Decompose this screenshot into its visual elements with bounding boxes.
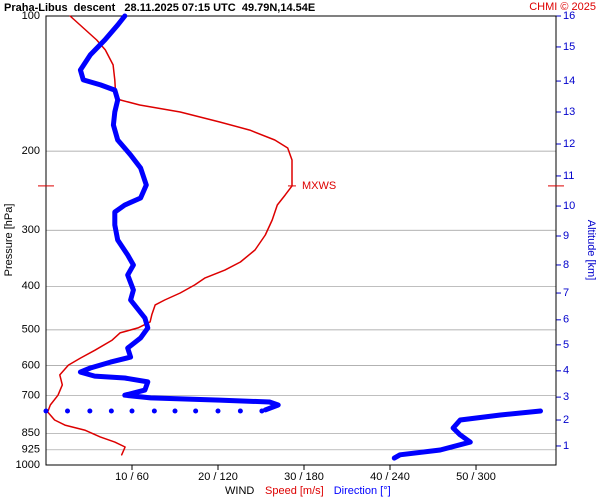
level-dot (259, 408, 265, 414)
y2-tick-label: 14 (563, 75, 575, 87)
y2-tick-label: 9 (563, 230, 569, 242)
series-line (46, 15, 293, 456)
x-axis-label: WIND (225, 485, 254, 497)
y-tick-label: 500 (22, 324, 40, 336)
level-dot (108, 408, 114, 414)
y-tick-label: 925 (22, 444, 40, 456)
chart-title: Praha-Libus descent 28.11.2025 07:15 UTC… (4, 2, 315, 14)
y2-tick-label: 13 (563, 106, 575, 118)
level-dot (215, 408, 221, 414)
y-tick-label: 100 (22, 10, 40, 22)
y-tick-label: 850 (22, 427, 40, 439)
y2-tick-label: 5 (563, 339, 569, 351)
legend-entry: Speed [m/s] (265, 485, 324, 497)
series-line (77, 13, 543, 461)
y2-tick-label: 2 (563, 414, 569, 426)
y-tick-label: 200 (22, 145, 40, 157)
max-wind-label: MXWS (302, 180, 336, 192)
credit: CHMI © 2025 (529, 1, 596, 13)
level-dot (237, 408, 243, 414)
y2-tick-label: 4 (563, 365, 569, 377)
level-dot (43, 408, 49, 414)
x-tick-label: 40 / 240 (370, 471, 410, 483)
plot-frame (45, 15, 557, 466)
y-tick-label: 1000 (16, 459, 40, 471)
y-tick-label: 700 (22, 389, 40, 401)
level-dot (65, 408, 71, 414)
y2-tick-label: 3 (563, 391, 569, 403)
level-dot (193, 408, 199, 414)
level-dot (151, 408, 157, 414)
x-tick-label: 50 / 300 (456, 471, 496, 483)
y2-axis-label: Altitude [km] (585, 220, 597, 281)
y2-tick-label: 16 (563, 10, 575, 22)
y2-tick-label: 6 (563, 314, 569, 326)
y-axis-label: Pressure [hPa] (3, 204, 15, 277)
level-dot (87, 408, 93, 414)
x-tick-label: 30 / 180 (284, 471, 324, 483)
y2-tick-label: 15 (563, 41, 575, 53)
y2-tick-label: 7 (563, 287, 569, 299)
y2-tick-label: 10 (563, 200, 575, 212)
y-tick-label: 400 (22, 280, 40, 292)
x-tick-label: 20 / 120 (198, 471, 238, 483)
level-dot (172, 408, 178, 414)
x-tick-label: 10 / 60 (115, 471, 149, 483)
y2-tick-label: 12 (563, 138, 575, 150)
legend-entry: Direction [°] (334, 485, 391, 497)
level-dot (129, 408, 135, 414)
y2-tick-label: 11 (563, 170, 574, 182)
y2-tick-label: 1 (563, 440, 569, 452)
y-tick-label: 600 (22, 359, 40, 371)
y-tick-label: 300 (22, 224, 40, 236)
y2-tick-label: 8 (563, 259, 569, 271)
